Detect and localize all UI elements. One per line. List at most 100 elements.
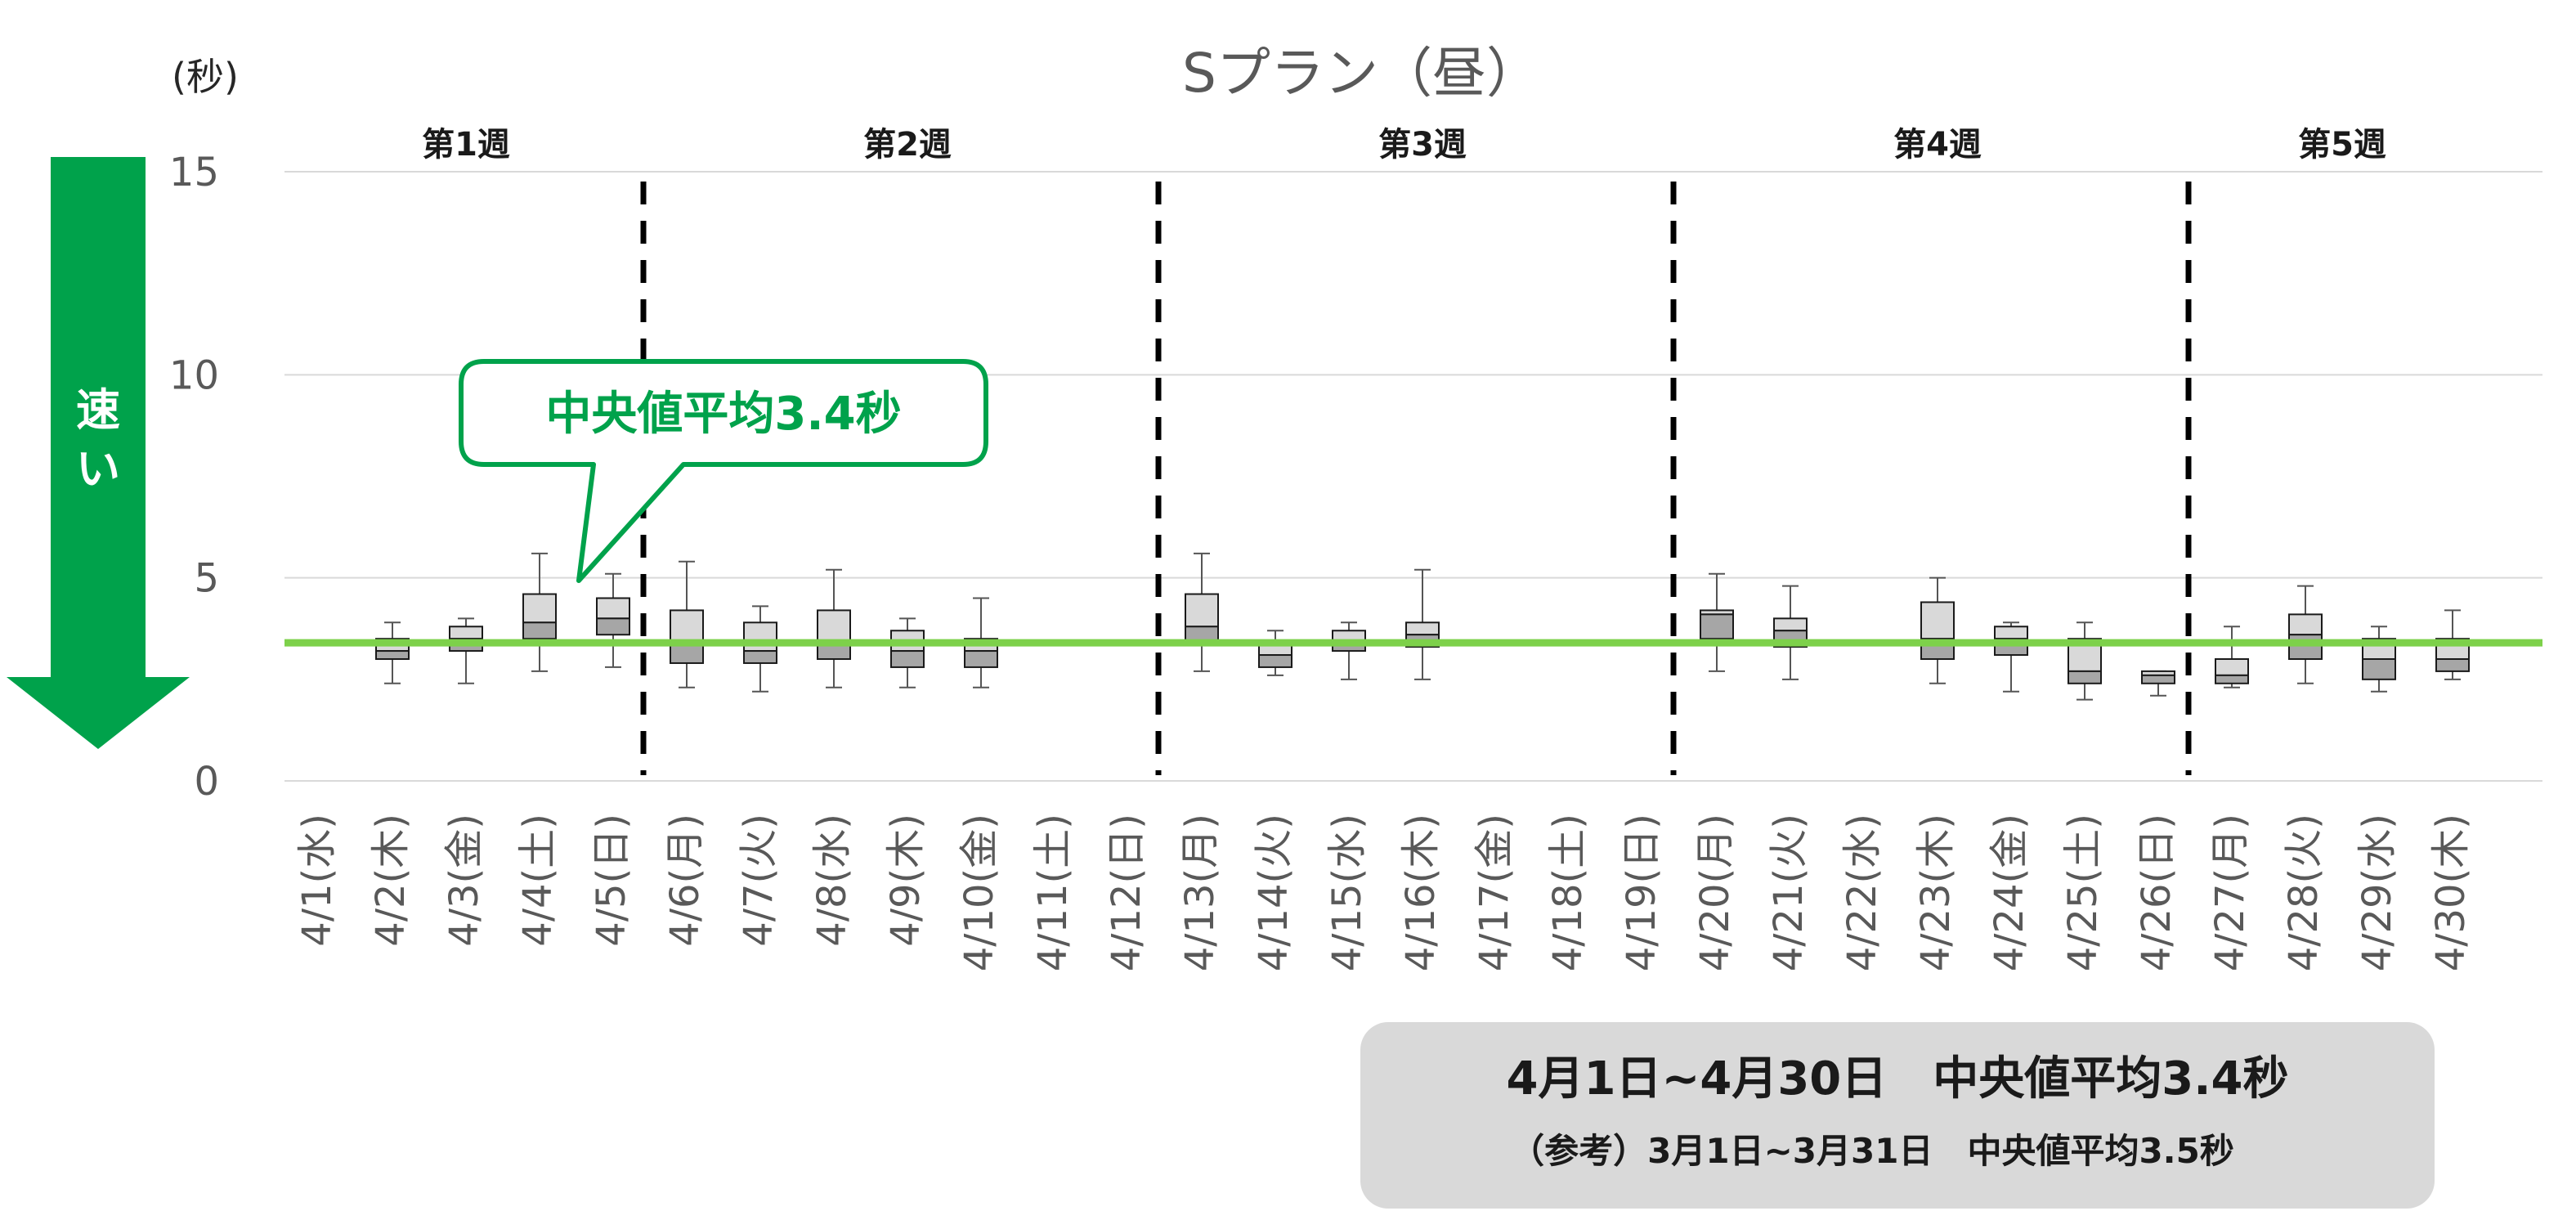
x-tick-17: 4/17(金) [1472, 814, 1517, 971]
x-tick-11: 4/11(土) [1030, 814, 1076, 971]
box-lower-quartile [1700, 613, 1734, 640]
box-upper-quartile [1773, 617, 1808, 632]
box-plot-28 [2288, 585, 2323, 684]
box-upper-quartile [817, 609, 851, 644]
box-plot-7 [743, 605, 777, 693]
x-tick-12: 4/12(日) [1104, 814, 1149, 971]
box-plot-21 [1773, 585, 1808, 680]
box-plot-2 [375, 621, 410, 684]
box-upper-quartile [1405, 621, 1440, 636]
box-plot-24 [1994, 621, 2028, 693]
box-lower-quartile [743, 650, 777, 664]
box-upper-quartile [596, 597, 630, 620]
callout-bubble [459, 359, 988, 583]
box-lower-quartile [1258, 654, 1292, 668]
box-upper-quartile [670, 609, 704, 644]
box-plot-20 [1700, 572, 1734, 672]
x-tick-13: 4/13(月) [1177, 814, 1223, 971]
box-lower-quartile [2141, 674, 2175, 684]
x-tick-30: 4/30(木) [2428, 814, 2474, 971]
callout-text: 中央値平均3.4秒 [545, 388, 901, 441]
summary-main: 4月1日~4月30日 中央値平均3.4秒 [1507, 1052, 2289, 1106]
box-plot-26 [2141, 670, 2175, 697]
box-lower-quartile [522, 621, 557, 640]
week-label-5: 第5週 [2298, 126, 2386, 164]
x-tick-2: 4/2(木) [368, 814, 414, 947]
x-tick-16: 4/16(木) [1398, 814, 1444, 971]
y-axis-unit: (秒) [172, 55, 239, 99]
x-tick-labels: 4/1(水) 4/2(木) 4/3(金) 4/4(土) 4/5(日) 4/6(月) 4/7(… [294, 814, 2474, 971]
box-plot-6 [670, 560, 704, 688]
box-upper-quartile [743, 621, 777, 653]
box-plot-4 [522, 552, 557, 672]
x-tick-18: 4/18(土) [1545, 814, 1591, 971]
box-lower-quartile [2215, 674, 2249, 684]
x-tick-8: 4/8(水) [809, 814, 855, 947]
box-upper-quartile [1994, 626, 2028, 640]
x-tick-10: 4/10(金) [956, 814, 1002, 971]
box-plot-16 [1405, 568, 1440, 680]
arrow-label-1: 速 [76, 384, 120, 436]
box-lower-quartile [2068, 670, 2102, 684]
chart-title: Sプラン（昼） [1182, 42, 1540, 105]
summary-reference: （参考）3月1日~3月31日 中央値平均3.5秒 [1510, 1131, 2234, 1171]
y-tick-10: 10 [169, 352, 219, 398]
box-upper-quartile [449, 626, 483, 640]
box-lower-quartile [2435, 658, 2470, 672]
box-lower-quartile [2288, 634, 2323, 661]
week-label-4: 第4週 [1893, 126, 1982, 164]
box-lower-quartile [596, 617, 630, 636]
x-tick-29: 4/29(水) [2354, 814, 2400, 971]
box-plot-15 [1332, 621, 1366, 680]
week-label-1: 第1週 [422, 126, 510, 164]
box-upper-quartile [1185, 593, 1219, 628]
box-plot-14 [1258, 630, 1292, 676]
summary-box: 4月1日~4月30日 中央値平均3.4秒 （参考）3月1日~3月31日 中央値平… [1360, 1022, 2435, 1209]
x-tick-6: 4/6(月) [662, 814, 708, 947]
summary-background [1360, 1022, 2435, 1209]
box-upper-quartile [522, 593, 557, 624]
x-tick-15: 4/15(水) [1324, 814, 1370, 971]
y-tick-15: 15 [169, 150, 219, 195]
faster-arrow: 速 い [7, 157, 190, 749]
x-tick-1: 4/1(水) [294, 814, 340, 947]
box-plot-3 [449, 617, 483, 684]
x-tick-22: 4/22(水) [1839, 814, 1885, 971]
box-plot-29 [2362, 626, 2396, 693]
box-plot-27 [2215, 626, 2249, 688]
y-tick-5: 5 [194, 556, 219, 602]
down-arrow-icon [7, 157, 190, 749]
x-tick-28: 4/28(火) [2281, 814, 2327, 971]
box-lower-quartile [964, 650, 998, 668]
x-tick-26: 4/26(日) [2134, 814, 2180, 971]
week-label-3: 第3週 [1378, 126, 1467, 164]
x-tick-19: 4/19(日) [1619, 814, 1664, 971]
week-sections: 第1週 第2週 第3週 第4週 第5週 [422, 126, 2386, 775]
box-upper-quartile [2288, 613, 2323, 636]
x-tick-4: 4/4(土) [515, 814, 561, 947]
box-plot-10 [964, 597, 998, 688]
x-tick-21: 4/21(火) [1766, 814, 1812, 971]
x-tick-20: 4/20(月) [1692, 814, 1738, 971]
box-lower-quartile [890, 650, 925, 668]
median-callout: 中央値平均3.4秒 [459, 359, 988, 583]
box-upper-quartile [2215, 658, 2249, 676]
x-tick-23: 4/23(木) [1913, 814, 1959, 971]
box-plots [375, 552, 2470, 701]
box-plot-9 [890, 617, 925, 688]
box-lower-quartile [375, 650, 410, 660]
y-tick-0: 0 [194, 759, 219, 805]
x-tick-7: 4/7(火) [736, 814, 782, 947]
box-plot-13 [1185, 552, 1219, 672]
x-tick-5: 4/5(日) [589, 814, 634, 947]
x-tick-9: 4/9(木) [883, 814, 929, 947]
box-lower-quartile [2362, 658, 2396, 680]
box-plot-5 [596, 572, 630, 668]
box-plot-23 [1920, 576, 1955, 684]
week-label-2: 第2週 [863, 126, 952, 164]
box-upper-quartile [1920, 601, 1955, 640]
x-tick-14: 4/14(火) [1251, 814, 1297, 971]
box-plot-25 [2068, 621, 2102, 701]
box-plot-8 [817, 568, 851, 688]
